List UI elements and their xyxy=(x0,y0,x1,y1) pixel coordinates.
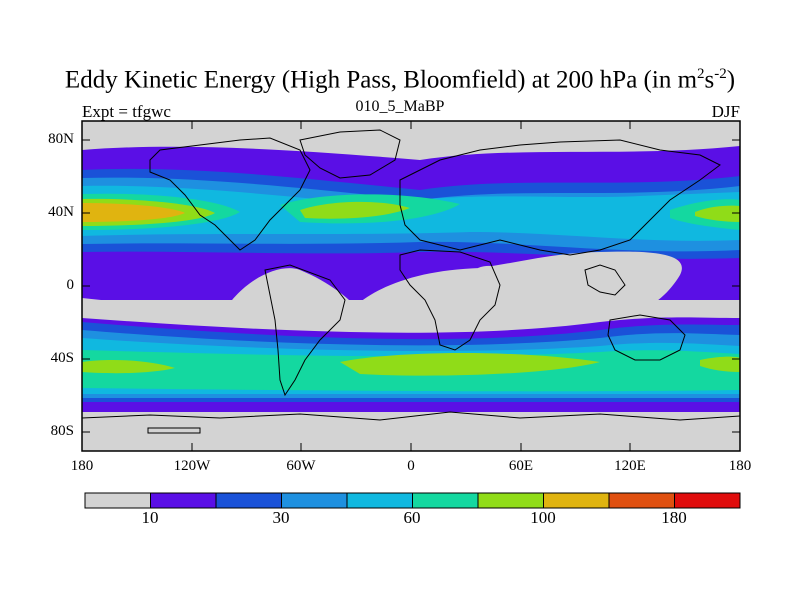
colorbar xyxy=(84,492,741,509)
colorbar-swatch-8 xyxy=(608,492,675,509)
x-label-60e: 60E xyxy=(508,458,534,474)
colorbar-swatch-4 xyxy=(346,492,413,509)
x-label-120w: 120W xyxy=(173,458,211,474)
y-ticks xyxy=(82,139,740,433)
colorbar-swatch-1 xyxy=(150,492,217,509)
coastline-south-america xyxy=(264,264,346,397)
y-label-80n: 80N xyxy=(48,131,74,147)
coastline-indonesia xyxy=(584,264,626,296)
contour-nh-60 xyxy=(82,193,740,230)
colorbar-swatch-5 xyxy=(412,492,479,509)
tropical-low-eke-small xyxy=(478,265,502,275)
y-label-40s: 40S xyxy=(50,350,74,366)
season-label: DJF xyxy=(711,102,740,121)
colorbar-label-180: 180 xyxy=(661,508,687,527)
contour-nh-100 xyxy=(82,203,185,222)
coastline-australia xyxy=(607,314,686,361)
colorbar-swatch-9 xyxy=(674,492,741,509)
y-label-40n: 40N xyxy=(48,204,74,220)
contour-sh-80 xyxy=(82,353,740,376)
coastline-antarctica xyxy=(82,411,740,421)
y-label-0: 0 xyxy=(66,277,75,293)
coastline-greenland xyxy=(299,129,401,179)
chart-title: Eddy Kinetic Energy (High Pass, Bloomfie… xyxy=(64,66,736,94)
coastline-north-america xyxy=(149,137,311,251)
colorbar-swatch-2 xyxy=(215,492,282,509)
chart-subtitle: 010_5_MaBP xyxy=(355,98,445,115)
x-label-120e: 120E xyxy=(614,458,646,474)
x-label-60w: 60W xyxy=(286,458,316,474)
tropical-low-eke-pacific xyxy=(82,298,120,318)
colorbar-label-100: 100 xyxy=(530,508,556,527)
colorbar-swatch-0 xyxy=(84,492,151,509)
y-label-80s: 80S xyxy=(50,423,74,439)
contour-sh-below10-ring xyxy=(82,412,740,451)
tropical-low-eke-africa xyxy=(220,251,682,337)
colorbar-swatch-6 xyxy=(477,492,544,509)
coastline-antarctic-island xyxy=(147,427,201,434)
coastline-africa xyxy=(399,249,501,351)
x-ticks xyxy=(81,121,741,451)
x-label-0: 0 xyxy=(407,458,415,474)
colorbar-label-10: 10 xyxy=(141,508,159,527)
x-label-180w: 180 xyxy=(70,458,94,474)
colorbar-swatch-3 xyxy=(281,492,348,509)
x-label-180e: 180 xyxy=(728,458,752,474)
colorbar-label-60: 60 xyxy=(403,508,421,527)
coastline-eurasia xyxy=(399,139,721,256)
experiment-label: Expt = tfgwc xyxy=(82,102,171,121)
colorbar-label-30: 30 xyxy=(272,508,290,527)
coastlines xyxy=(82,129,740,434)
contour-nh-80 xyxy=(82,198,740,226)
contour-field xyxy=(82,121,740,451)
colorbar-swatch-7 xyxy=(543,492,610,509)
